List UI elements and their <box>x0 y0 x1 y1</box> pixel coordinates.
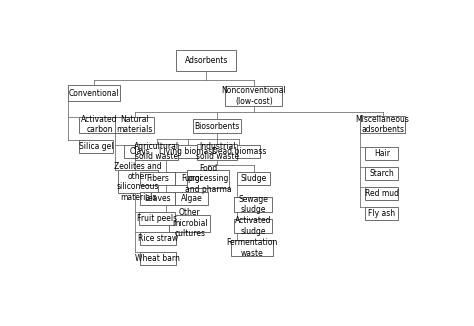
FancyBboxPatch shape <box>115 117 154 133</box>
Text: Living biomass: Living biomass <box>159 147 217 156</box>
Text: Natural
materials: Natural materials <box>117 115 153 134</box>
FancyBboxPatch shape <box>365 147 398 160</box>
FancyBboxPatch shape <box>365 207 398 219</box>
Text: Adsorbents: Adsorbents <box>184 56 228 65</box>
FancyBboxPatch shape <box>175 172 208 185</box>
FancyBboxPatch shape <box>226 86 283 106</box>
FancyBboxPatch shape <box>365 187 398 200</box>
Text: Industrial
solid waste: Industrial solid waste <box>196 142 239 161</box>
FancyBboxPatch shape <box>166 145 210 158</box>
FancyBboxPatch shape <box>360 116 405 133</box>
FancyBboxPatch shape <box>140 232 176 245</box>
FancyBboxPatch shape <box>169 215 210 232</box>
FancyBboxPatch shape <box>193 119 241 133</box>
Text: Algae: Algae <box>181 194 202 203</box>
FancyBboxPatch shape <box>124 145 156 158</box>
FancyBboxPatch shape <box>138 213 174 225</box>
Text: Food
processing
and pharma: Food processing and pharma <box>185 164 231 194</box>
Text: Leaves: Leaves <box>145 194 171 203</box>
FancyBboxPatch shape <box>237 172 271 185</box>
Text: Conventional: Conventional <box>69 89 119 98</box>
FancyBboxPatch shape <box>197 144 237 160</box>
Text: Miscellaneous
adsorbents: Miscellaneous adsorbents <box>356 115 410 134</box>
Text: Other
microbial
cultures: Other microbial cultures <box>172 208 208 238</box>
Text: Fibers: Fibers <box>146 174 169 184</box>
Text: Activated
carbon: Activated carbon <box>82 115 118 134</box>
FancyBboxPatch shape <box>79 117 121 133</box>
Text: Red mud: Red mud <box>365 189 399 198</box>
Text: Silica gel: Silica gel <box>79 141 113 151</box>
Text: Activated
sludge: Activated sludge <box>235 216 272 236</box>
FancyBboxPatch shape <box>118 170 158 193</box>
Text: Wheat barn: Wheat barn <box>135 254 180 263</box>
FancyBboxPatch shape <box>231 240 273 256</box>
FancyBboxPatch shape <box>176 50 237 71</box>
FancyBboxPatch shape <box>79 140 113 153</box>
Text: Sewage
sludge: Sewage sludge <box>238 195 268 214</box>
FancyBboxPatch shape <box>140 172 175 185</box>
FancyBboxPatch shape <box>218 145 260 158</box>
FancyBboxPatch shape <box>140 252 176 265</box>
Text: Rice straw: Rice straw <box>137 234 178 243</box>
Text: Sludge: Sludge <box>241 174 267 184</box>
FancyBboxPatch shape <box>140 192 175 205</box>
Text: Hair: Hair <box>374 149 390 158</box>
Text: Starch: Starch <box>369 169 394 178</box>
FancyBboxPatch shape <box>234 219 273 233</box>
Text: Zeolites and
other
siliconeous
materials: Zeolites and other siliconeous materials <box>114 162 162 202</box>
FancyBboxPatch shape <box>187 170 229 188</box>
FancyBboxPatch shape <box>365 167 398 180</box>
Text: Fungi: Fungi <box>181 174 202 184</box>
FancyBboxPatch shape <box>68 85 120 101</box>
Text: Fruit peels: Fruit peels <box>137 214 177 223</box>
FancyBboxPatch shape <box>175 192 208 205</box>
Text: Fly ash: Fly ash <box>368 209 395 218</box>
Text: Clays: Clays <box>130 147 150 156</box>
Text: Nonconventional
(low-cost): Nonconventional (low-cost) <box>221 86 286 106</box>
Text: Biosorbents: Biosorbents <box>194 122 240 131</box>
Text: Fermentation
waste: Fermentation waste <box>227 238 278 258</box>
Text: Agricultural
solid waste: Agricultural solid waste <box>134 142 179 161</box>
Text: Dead biomass: Dead biomass <box>212 147 266 156</box>
FancyBboxPatch shape <box>136 144 178 160</box>
FancyBboxPatch shape <box>234 198 273 212</box>
